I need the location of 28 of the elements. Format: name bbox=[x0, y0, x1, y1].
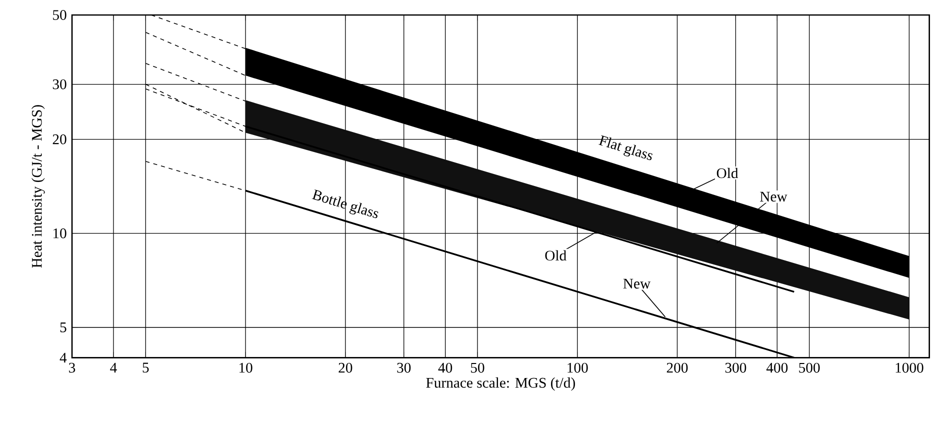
x-tick-label: 40 bbox=[438, 362, 452, 373]
x-tick-label: 30 bbox=[397, 362, 411, 373]
y-tick-label: 4 bbox=[60, 352, 67, 362]
y-axis-title: Heat intensity (GJ/t - MGS) bbox=[31, 105, 45, 268]
annotation: Old bbox=[545, 250, 566, 261]
x-tick-label: 100 bbox=[568, 362, 588, 373]
x-tick-label: 200 bbox=[666, 362, 688, 373]
x-tick-label: 10 bbox=[239, 362, 252, 373]
y-tick-label: 10 bbox=[53, 228, 66, 238]
y-tick-label: 30 bbox=[52, 79, 66, 90]
y-tick-label: 20 bbox=[52, 134, 66, 144]
annotation: New bbox=[623, 278, 651, 289]
x-tick-label: 20 bbox=[338, 362, 352, 373]
x-tick-label: 1000 bbox=[896, 362, 924, 373]
y-tick-label: 50 bbox=[53, 10, 66, 20]
annotation: Flat glass bbox=[598, 135, 652, 160]
x-tick-label: 400 bbox=[766, 362, 788, 373]
x-tick-label: 3 bbox=[69, 362, 76, 373]
y-tick-label: 5 bbox=[60, 322, 66, 332]
x-tick-label: 500 bbox=[799, 362, 820, 373]
annotation: Bottle glass bbox=[312, 189, 378, 218]
x-tick-label: 300 bbox=[725, 362, 746, 373]
x-tick-label: 5 bbox=[142, 362, 149, 373]
x-axis-title: Furnace scale: MGS (t/d) bbox=[426, 377, 575, 391]
x-tick-label: 4 bbox=[110, 362, 117, 372]
x-tick-label: 50 bbox=[470, 362, 484, 373]
annotation: Old bbox=[716, 168, 738, 178]
annotation: New bbox=[760, 192, 788, 202]
